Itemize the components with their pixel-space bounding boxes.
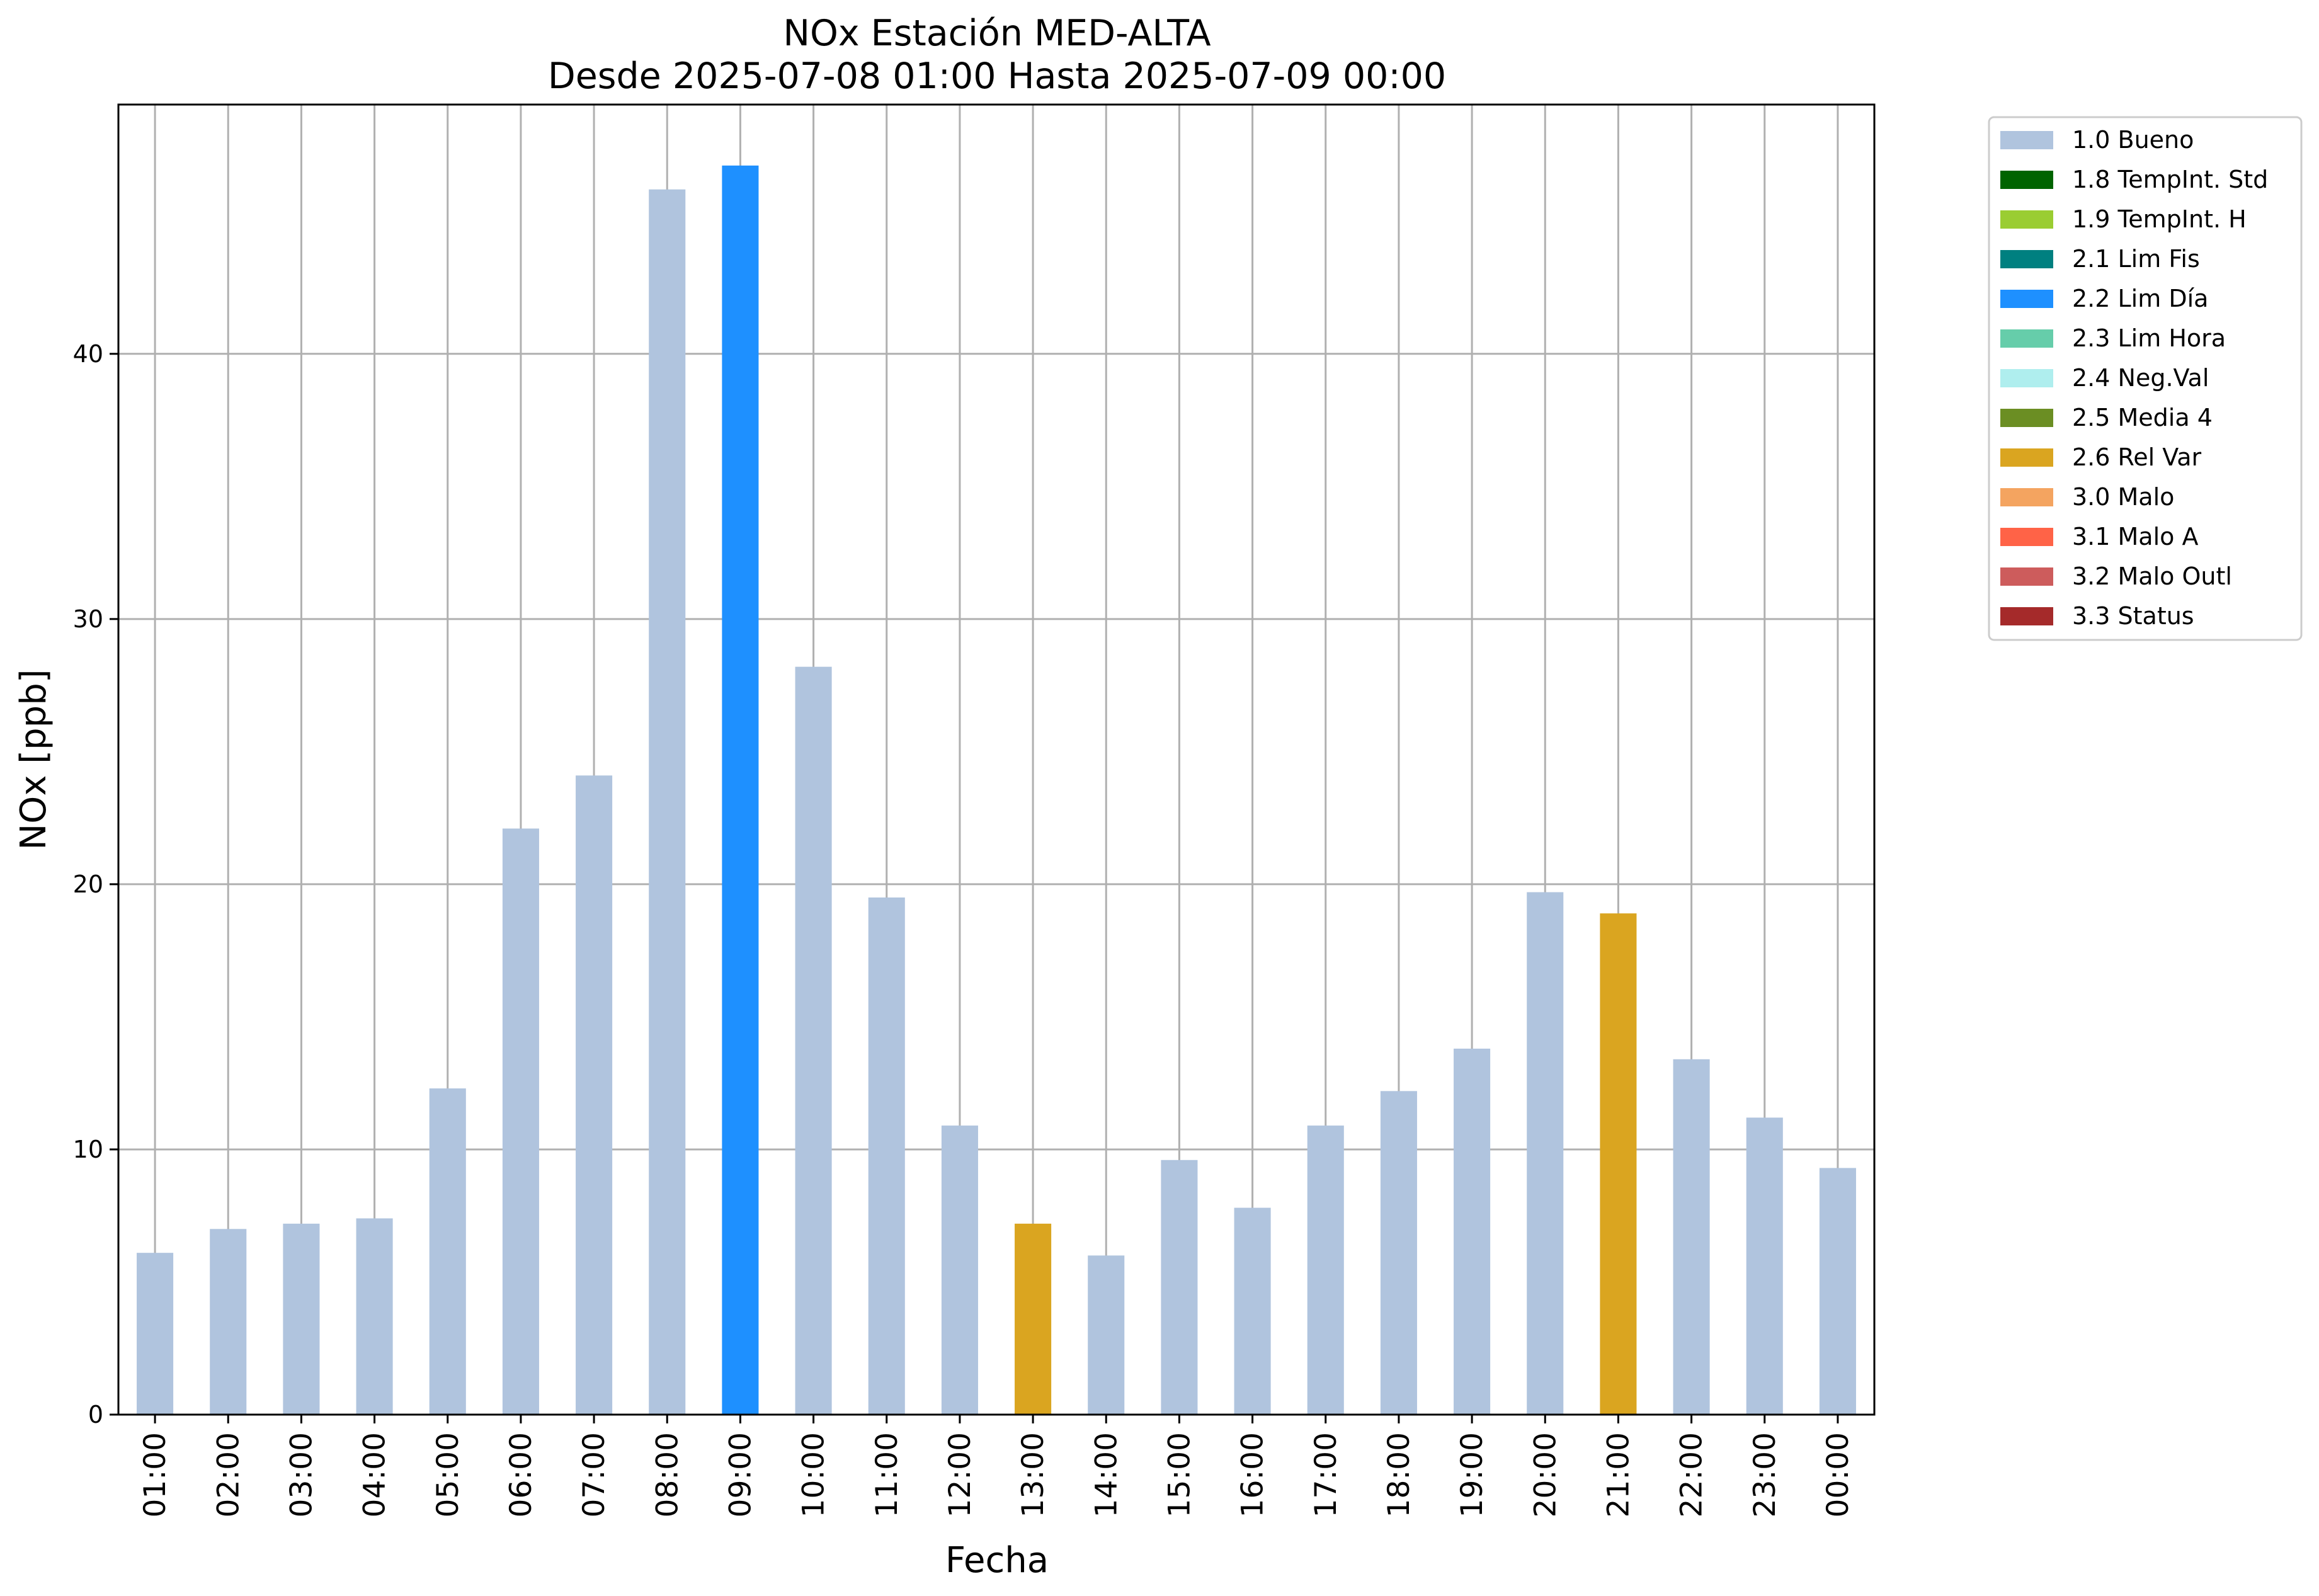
x-tick-label: 08:00 bbox=[650, 1432, 685, 1517]
legend-swatch-1-9 bbox=[2000, 210, 2053, 229]
x-tick-label: 18:00 bbox=[1382, 1432, 1416, 1517]
bar-1200 bbox=[941, 1126, 978, 1415]
legend-swatch-2-6 bbox=[2000, 448, 2053, 467]
legend-label-3-1: 3.1 Malo A bbox=[2072, 523, 2198, 550]
x-tick-label: 02:00 bbox=[211, 1432, 246, 1517]
x-tick-label: 06:00 bbox=[504, 1432, 538, 1517]
legend-label-3-3: 3.3 Status bbox=[2072, 602, 2194, 630]
legend-label-3-2: 3.2 Malo Outl bbox=[2072, 562, 2232, 590]
legend-swatch-1-0 bbox=[2000, 131, 2053, 149]
chart-title-line-2: Desde 2025-07-08 01:00 Hasta 2025-07-09 … bbox=[548, 55, 1446, 97]
legend-swatch-3-2 bbox=[2000, 567, 2053, 586]
bar-0700 bbox=[576, 775, 613, 1415]
legend-label-2-1: 2.1 Lim Fis bbox=[2072, 245, 2200, 273]
x-tick-label: 10:00 bbox=[797, 1432, 831, 1517]
y-tick-label: 40 bbox=[73, 340, 103, 368]
legend-label-2-6: 2.6 Rel Var bbox=[2072, 443, 2202, 471]
legend-label-2-3: 2.3 Lim Hora bbox=[2072, 324, 2226, 352]
x-tick-label: 16:00 bbox=[1236, 1432, 1270, 1517]
legend-swatch-3-0 bbox=[2000, 488, 2053, 506]
y-tick-label: 20 bbox=[73, 870, 103, 898]
legend-label-1-0: 1.0 Bueno bbox=[2072, 126, 2194, 154]
y-tick-label: 10 bbox=[73, 1136, 103, 1163]
legend-label-2-5: 2.5 Media 4 bbox=[2072, 404, 2213, 431]
bar-1900 bbox=[1454, 1048, 1491, 1415]
x-tick-label: 21:00 bbox=[1601, 1432, 1636, 1517]
bar-0000 bbox=[1819, 1168, 1856, 1415]
legend-label-3-0: 3.0 Malo bbox=[2072, 483, 2174, 511]
legend-swatch-3-3 bbox=[2000, 607, 2053, 625]
x-tick-label: 12:00 bbox=[943, 1432, 977, 1517]
legend-swatch-2-3 bbox=[2000, 329, 2053, 348]
bar-0200 bbox=[210, 1229, 247, 1415]
bar-1400 bbox=[1088, 1255, 1125, 1415]
legend-label-1-8: 1.8 TempInt. Std bbox=[2072, 166, 2268, 193]
bar-2300 bbox=[1746, 1117, 1783, 1415]
y-axis-label: NOx [ppb] bbox=[13, 669, 54, 850]
bar-0900 bbox=[722, 165, 759, 1415]
x-tick-label: 23:00 bbox=[1748, 1432, 1782, 1517]
x-tick-label: 20:00 bbox=[1528, 1432, 1563, 1517]
bar-1700 bbox=[1307, 1126, 1344, 1415]
x-tick-label: 07:00 bbox=[577, 1432, 612, 1517]
x-axis-label: Fecha bbox=[945, 1540, 1049, 1581]
x-tick-label: 13:00 bbox=[1016, 1432, 1051, 1517]
chart-title: NOx Estación MED-ALTA Desde 2025-07-08 0… bbox=[548, 13, 1446, 97]
x-tick-label: 11:00 bbox=[870, 1432, 904, 1517]
x-tick-label: 05:00 bbox=[431, 1432, 465, 1517]
legend-swatch-2-2 bbox=[2000, 290, 2053, 308]
bar-0100 bbox=[137, 1253, 174, 1415]
x-tick-label: 09:00 bbox=[723, 1432, 758, 1517]
x-tick-label: 03:00 bbox=[284, 1432, 319, 1517]
bar-1300 bbox=[1015, 1223, 1052, 1415]
bar-0600 bbox=[502, 828, 539, 1415]
x-tick-label: 01:00 bbox=[138, 1432, 173, 1517]
x-axis-ticks: 01:00 02:00 03:00 04:00 05:00 06:00 07:00 08:00… bbox=[138, 1415, 1855, 1517]
chart-title-line-1: NOx Estación MED-ALTA bbox=[783, 13, 1211, 54]
y-tick-label: 30 bbox=[73, 605, 103, 633]
y-axis-ticks: 0 10 20 30 40 bbox=[73, 340, 118, 1428]
x-tick-label: 14:00 bbox=[1089, 1432, 1124, 1517]
legend: 1.0 Bueno 1.8 TempInt. Std 1.9 TempInt. H 2… bbox=[1988, 116, 2303, 641]
bar-2000 bbox=[1527, 892, 1564, 1415]
bar-0800 bbox=[649, 189, 686, 1415]
bar-1500 bbox=[1161, 1160, 1198, 1415]
x-tick-label: 04:00 bbox=[358, 1432, 392, 1517]
x-tick-label: 00:00 bbox=[1821, 1432, 1855, 1517]
x-tick-label: 15:00 bbox=[1162, 1432, 1197, 1517]
bar-0300 bbox=[283, 1223, 320, 1415]
bar-2100 bbox=[1600, 913, 1637, 1415]
legend-swatch-2-5 bbox=[2000, 409, 2053, 427]
legend-swatch-2-1 bbox=[2000, 250, 2053, 268]
x-tick-label: 19:00 bbox=[1455, 1432, 1490, 1517]
x-tick-label: 17:00 bbox=[1309, 1432, 1343, 1517]
y-tick-label: 0 bbox=[88, 1401, 103, 1428]
bar-1800 bbox=[1380, 1091, 1417, 1415]
legend-swatch-2-4 bbox=[2000, 369, 2053, 387]
bar-1100 bbox=[868, 897, 905, 1415]
bars bbox=[137, 165, 1856, 1415]
legend-swatch-1-8 bbox=[2000, 171, 2053, 189]
legend-label-1-9: 1.9 TempInt. H bbox=[2072, 205, 2247, 233]
bar-0500 bbox=[429, 1088, 466, 1415]
plot-frame bbox=[117, 103, 1876, 1416]
legend-label-2-2: 2.2 Lim Día bbox=[2072, 285, 2208, 312]
legend-swatch-3-1 bbox=[2000, 528, 2053, 546]
bar-1000 bbox=[795, 666, 832, 1415]
bar-1600 bbox=[1234, 1207, 1271, 1415]
legend-frame bbox=[1988, 116, 2303, 641]
bar-0400 bbox=[356, 1218, 393, 1415]
legend-label-2-4: 2.4 Neg.Val bbox=[2072, 364, 2209, 392]
bar-2200 bbox=[1673, 1059, 1710, 1415]
x-tick-label: 22:00 bbox=[1675, 1432, 1709, 1517]
